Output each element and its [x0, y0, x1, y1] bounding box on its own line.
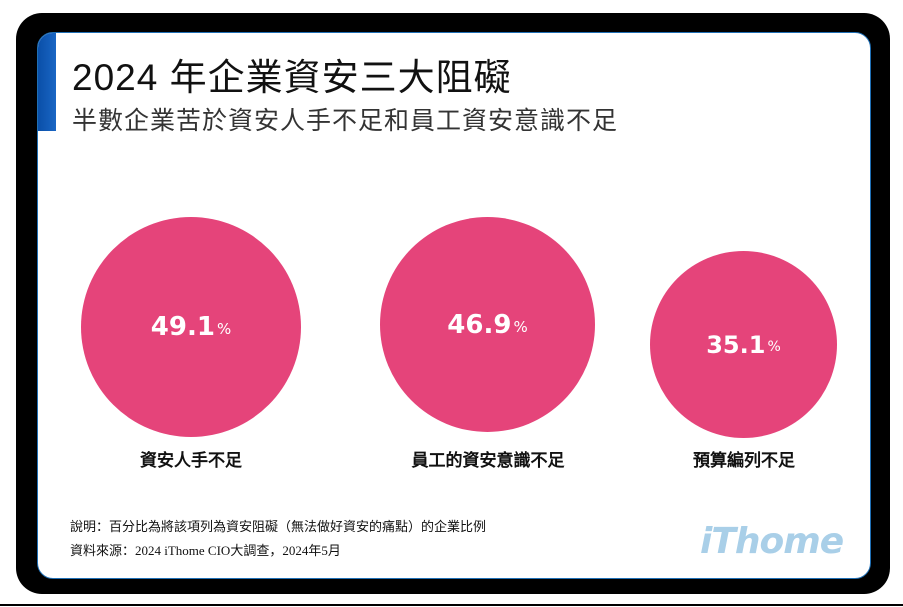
footnote-description: 說明：百分比為將該項列為資安阻礙（無法做好資安的痛點）的企業比例 — [70, 519, 487, 534]
footnote-source: 資料來源：2024 iThome CIO大調查，2024年5月 — [70, 543, 341, 558]
bubble-value: 49.1 — [150, 312, 215, 342]
bubble-label-1: 資安人手不足 — [140, 451, 242, 471]
bubble-unit: % — [767, 338, 781, 355]
bubble-unit: % — [216, 320, 232, 338]
page-title: 2024 年企業資安三大阻礙 — [72, 57, 512, 98]
bubble-3: 35.1% — [650, 251, 837, 438]
bubble-1: 49.1% — [81, 217, 301, 437]
bubble-value: 46.9 — [447, 309, 512, 340]
page-subtitle: 半數企業苦於資安人手不足和員工資安意識不足 — [72, 106, 619, 135]
bubble-2: 46.9% — [380, 217, 595, 432]
ithome-logo: iThome — [700, 521, 844, 562]
bubble-unit: % — [513, 317, 528, 336]
bubble-label-3: 預算編列不足 — [693, 451, 795, 471]
accent-bar — [38, 33, 56, 131]
infographic-card: 2024 年企業資安三大阻礙 半數企業苦於資安人手不足和員工資安意識不足 49.… — [37, 32, 871, 579]
bottom-divider — [0, 604, 903, 606]
bubble-value: 35.1 — [706, 330, 766, 359]
bubble-label-2: 員工的資安意識不足 — [411, 451, 565, 471]
